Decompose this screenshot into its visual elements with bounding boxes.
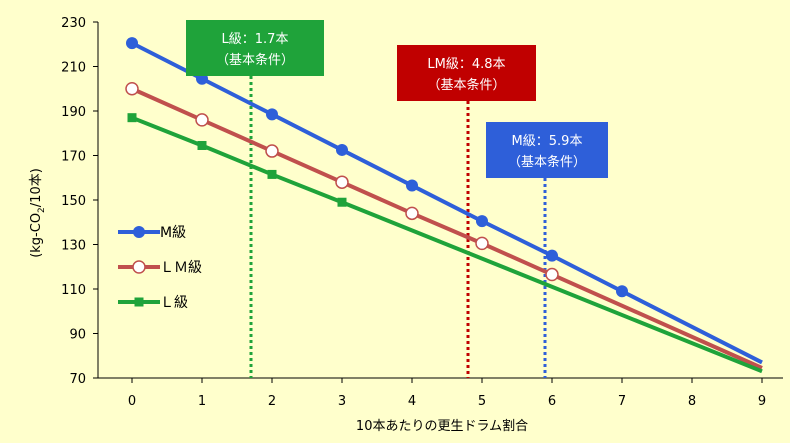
annotation-label: M級：5.9本 [512, 134, 583, 149]
y-tick-label: 130 [61, 239, 86, 254]
axes-group: 70 90 110 130 150 170 190 210 230 0 1 2 3 4 5 6 7 8 9 [61, 16, 783, 409]
x-tick-label: 1 [198, 394, 206, 409]
data-point [616, 285, 628, 298]
annotation-label: LM級：4.8本 [427, 57, 505, 72]
data-point [265, 144, 279, 158]
annotation-boxes: L級：1.7本 （基本条件） LM級：4.8本 （基本条件） M級：5.9本 （基本条件） [186, 20, 608, 178]
annotation-background [486, 122, 608, 178]
x-tick-label: 8 [688, 394, 696, 409]
legend: M級 ＬＭ級 Ｌ級 [118, 225, 202, 311]
y-axis-title-part: (kg-CO [29, 213, 44, 258]
legend-label: M級 [160, 225, 186, 241]
y-tick-label: 110 [61, 283, 86, 298]
legend-label: ＬＭ級 [160, 260, 202, 276]
series-line [131, 86, 763, 370]
y-axis-title: (kg-CO2/10本) [29, 168, 47, 258]
data-point [266, 108, 278, 121]
legend-marker [134, 297, 144, 307]
annotation-background [397, 45, 536, 101]
y-tick-label: 190 [61, 105, 86, 120]
annotation-label: L級：1.7本 [222, 32, 289, 47]
data-point [267, 169, 277, 179]
data-point [195, 113, 209, 127]
data-point [546, 249, 558, 262]
x-tick-label: 3 [338, 394, 346, 409]
annotation-condition: （基本条件） [427, 77, 505, 93]
x-tick-label: 6 [548, 394, 556, 409]
y-tick-label: 210 [61, 61, 86, 76]
annotation-box: LM級：4.8本 （基本条件） [397, 45, 536, 101]
data-point [406, 179, 418, 192]
data-point [127, 113, 137, 123]
annotation-box: L級：1.7本 （基本条件） [186, 20, 324, 76]
annotation-condition: （基本条件） [508, 154, 586, 170]
data-point [405, 206, 419, 221]
data-point [197, 140, 207, 150]
x-tick-label: 2 [268, 394, 276, 409]
data-point [475, 236, 489, 251]
x-tick-label: 4 [408, 394, 416, 409]
annotation-box: M級：5.9本 （基本条件） [486, 122, 608, 178]
y-axis-title-subscript: 2 [37, 207, 47, 213]
data-point [336, 143, 348, 156]
x-axis-title: 10本あたりの更生ドラム割合 [356, 418, 528, 434]
x-tick-label: 9 [758, 394, 766, 409]
y-tick-label: 230 [61, 16, 86, 31]
data-point [545, 267, 559, 282]
legend-item: M級 [118, 225, 186, 241]
y-tick-label: 170 [61, 150, 86, 165]
annotation-condition: （基本条件） [216, 52, 294, 68]
annotation-background [186, 20, 324, 76]
data-point [476, 215, 488, 228]
data-point [125, 82, 139, 96]
x-tick-label: 5 [478, 394, 486, 409]
legend-marker [133, 226, 145, 238]
series-group [127, 113, 763, 374]
y-axis-title-part: /10本) [29, 168, 44, 207]
y-tick-label: 90 [69, 328, 86, 343]
legend-item: Ｌ級 [118, 295, 188, 311]
y-tick-label: 150 [61, 194, 86, 209]
legend-marker [132, 260, 146, 274]
x-tick-label: 0 [128, 394, 136, 409]
data-point [335, 175, 349, 189]
data-point [126, 37, 138, 50]
series-line [131, 115, 763, 374]
x-tick-label: 7 [618, 394, 626, 409]
legend-label: Ｌ級 [160, 295, 188, 311]
legend-item: ＬＭ級 [118, 260, 202, 276]
series-group [125, 37, 763, 374]
y-tick-label: 70 [69, 372, 86, 387]
data-point [337, 197, 347, 207]
annotation-lines [249, 76, 547, 378]
series-group [125, 82, 763, 370]
series-group [126, 37, 763, 365]
